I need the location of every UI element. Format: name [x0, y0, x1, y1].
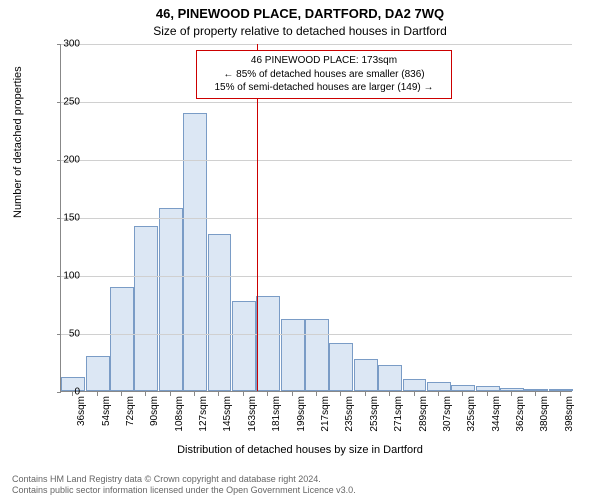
x-tick-label: 398sqm — [564, 396, 575, 446]
callout-box: 46 PINEWOOD PLACE: 173sqm ← 85% of detac… — [196, 50, 452, 99]
y-tick-mark — [57, 334, 61, 335]
x-tick-label: 380sqm — [539, 396, 550, 446]
x-tick-mark — [170, 392, 171, 396]
x-tick-label: 325sqm — [466, 396, 477, 446]
x-tick-label: 54sqm — [101, 396, 112, 446]
plot-area: 46 PINEWOOD PLACE: 173sqm ← 85% of detac… — [60, 44, 572, 392]
x-tick-mark — [438, 392, 439, 396]
histogram-bar — [354, 359, 378, 391]
callout-line1: 46 PINEWOOD PLACE: 173sqm — [203, 54, 445, 68]
x-tick-label: 217sqm — [320, 396, 331, 446]
x-tick-mark — [72, 392, 73, 396]
histogram-bar — [476, 386, 500, 391]
x-tick-label: 199sqm — [296, 396, 307, 446]
histogram-bar — [378, 365, 402, 391]
chart-title: 46, PINEWOOD PLACE, DARTFORD, DA2 7WQ — [0, 0, 600, 21]
x-tick-label: 108sqm — [174, 396, 185, 446]
histogram-bar — [110, 287, 134, 391]
histogram-bar — [159, 208, 183, 391]
x-tick-mark — [243, 392, 244, 396]
x-tick-mark — [389, 392, 390, 396]
x-tick-mark — [97, 392, 98, 396]
x-tick-label: 289sqm — [418, 396, 429, 446]
histogram-bar — [427, 382, 451, 391]
x-tick-mark — [218, 392, 219, 396]
x-tick-mark — [340, 392, 341, 396]
footer-attribution: Contains HM Land Registry data © Crown c… — [12, 474, 356, 497]
histogram-bar — [281, 319, 305, 391]
y-tick-mark — [57, 44, 61, 45]
chart-subtitle: Size of property relative to detached ho… — [0, 21, 600, 38]
y-tick-mark — [57, 218, 61, 219]
x-tick-mark — [462, 392, 463, 396]
x-tick-label: 362sqm — [515, 396, 526, 446]
histogram-bar — [134, 226, 158, 391]
x-tick-label: 36sqm — [76, 396, 87, 446]
y-axis-label: Number of detached properties — [12, 66, 24, 218]
histogram-bar — [256, 296, 280, 391]
footer-line1: Contains HM Land Registry data © Crown c… — [12, 474, 356, 485]
y-tick-mark — [57, 276, 61, 277]
x-tick-label: 163sqm — [247, 396, 258, 446]
footer-line2: Contains public sector information licen… — [12, 485, 356, 496]
histogram-bar — [208, 234, 232, 391]
x-tick-mark — [194, 392, 195, 396]
y-tick-mark — [57, 392, 61, 393]
x-tick-label: 235sqm — [344, 396, 355, 446]
histogram-bar — [232, 301, 256, 391]
x-tick-label: 127sqm — [198, 396, 209, 446]
callout-line3: 15% of semi-detached houses are larger (… — [203, 81, 445, 95]
x-tick-label: 72sqm — [125, 396, 136, 446]
gridline — [61, 334, 572, 335]
x-tick-label: 145sqm — [222, 396, 233, 446]
y-tick-label: 200 — [63, 155, 80, 166]
histogram-bar — [524, 389, 548, 391]
gridline — [61, 44, 572, 45]
histogram-bar — [183, 113, 207, 391]
x-tick-mark — [414, 392, 415, 396]
y-tick-label: 300 — [63, 39, 80, 50]
y-tick-mark — [57, 160, 61, 161]
histogram-bar — [86, 356, 110, 391]
x-tick-label: 271sqm — [393, 396, 404, 446]
y-tick-label: 250 — [63, 97, 80, 108]
histogram-bar — [549, 389, 573, 391]
y-tick-label: 100 — [63, 271, 80, 282]
gridline — [61, 160, 572, 161]
x-tick-mark — [535, 392, 536, 396]
x-tick-label: 344sqm — [491, 396, 502, 446]
x-tick-label: 90sqm — [149, 396, 160, 446]
x-tick-label: 181sqm — [271, 396, 282, 446]
histogram-bar — [500, 388, 524, 391]
x-tick-mark — [316, 392, 317, 396]
x-tick-mark — [511, 392, 512, 396]
chart-container: 46, PINEWOOD PLACE, DARTFORD, DA2 7WQ Si… — [0, 0, 600, 500]
x-tick-label: 253sqm — [369, 396, 380, 446]
histogram-bar — [403, 379, 427, 391]
histogram-bar — [329, 343, 353, 391]
x-axis-label: Distribution of detached houses by size … — [0, 444, 600, 456]
x-tick-mark — [365, 392, 366, 396]
y-tick-label: 50 — [69, 329, 80, 340]
x-tick-mark — [121, 392, 122, 396]
x-tick-mark — [292, 392, 293, 396]
y-tick-label: 150 — [63, 213, 80, 224]
histogram-bar — [61, 377, 85, 391]
gridline — [61, 218, 572, 219]
x-tick-mark — [487, 392, 488, 396]
gridline — [61, 276, 572, 277]
x-tick-mark — [267, 392, 268, 396]
histogram-bar — [451, 385, 475, 391]
x-tick-mark — [560, 392, 561, 396]
callout-line2: ← 85% of detached houses are smaller (83… — [203, 68, 445, 82]
x-tick-mark — [145, 392, 146, 396]
y-tick-mark — [57, 102, 61, 103]
x-tick-label: 307sqm — [442, 396, 453, 446]
gridline — [61, 102, 572, 103]
histogram-bar — [305, 319, 329, 391]
